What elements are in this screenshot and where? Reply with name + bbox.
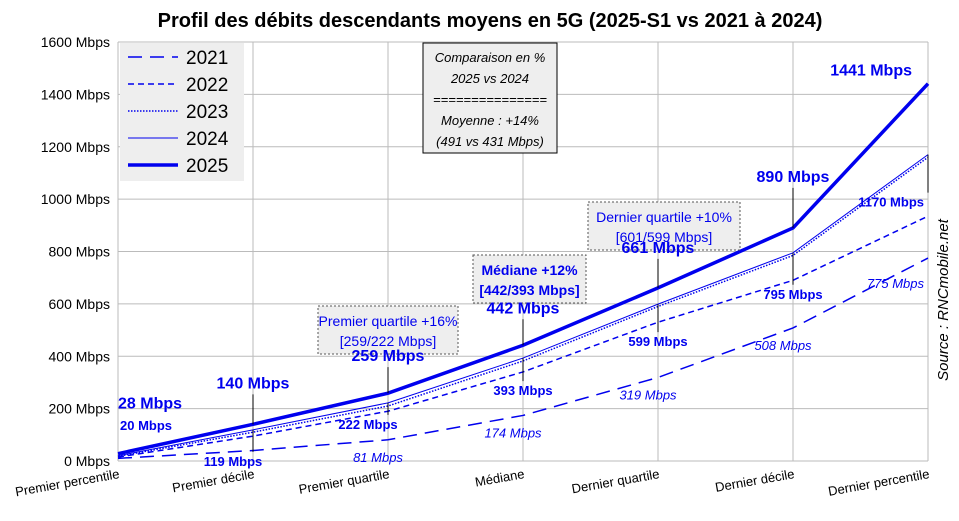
- label-2024: 795 Mbps: [763, 287, 822, 302]
- y-tick-label: 1400 Mbps: [41, 86, 110, 102]
- label-2024: 222 Mbps: [338, 417, 397, 432]
- legend: 2021 2022 2023 2024 2025: [120, 43, 244, 181]
- y-tick-label: 400 Mbps: [49, 348, 110, 364]
- x-tick-label: Premier décile: [171, 466, 255, 495]
- legend-label-2025: 2025: [186, 156, 228, 177]
- label-2025: 259 Mbps: [352, 348, 425, 365]
- label-2021: 319 Mbps: [619, 387, 677, 402]
- x-tick-label: Dernier percentile: [827, 466, 931, 499]
- x-tick-label: Premier quartile: [298, 466, 391, 497]
- comparison-text: 2025 vs 2024: [450, 71, 529, 86]
- y-tick-label: 1200 Mbps: [41, 139, 110, 155]
- annotation-frame: [472, 254, 587, 304]
- annotation-box: Médiane +12% [442/393 Mbps]: [472, 254, 587, 304]
- annotation-line2: [259/222 Mbps]: [340, 333, 437, 349]
- label-2024: 1170 Mbps: [858, 195, 924, 210]
- comparison-text: (491 vs 431 Mbps): [436, 134, 544, 149]
- annotation-line1: Premier quartile +16%: [319, 313, 458, 329]
- comparison-text: ===============: [433, 92, 547, 107]
- label-2024: 393 Mbps: [493, 383, 552, 398]
- label-2025: 140 Mbps: [217, 375, 290, 392]
- annotation-line2: [601/599 Mbps]: [616, 229, 713, 245]
- annotation-line1: Dernier quartile +10%: [596, 209, 732, 225]
- comparison-text: Moyenne : +14%: [441, 113, 539, 128]
- annotation-frame: [587, 201, 741, 251]
- comparison-text: Comparaison en %: [435, 50, 546, 65]
- legend-box: [120, 43, 244, 181]
- x-tick-label: Médiane: [474, 466, 526, 489]
- y-tick-label: 1000 Mbps: [41, 191, 110, 207]
- legend-label-2022: 2022: [186, 75, 228, 96]
- annotation-line1: Médiane +12%: [481, 262, 578, 278]
- y-tick-label: 200 Mbps: [49, 401, 110, 417]
- label-2025: 661 Mbps: [622, 240, 695, 257]
- chart-title: Profil des débits descendants moyens en …: [158, 10, 823, 32]
- label-2024: 20 Mbps: [120, 418, 172, 433]
- x-tick-label: Dernier décile: [714, 466, 796, 495]
- annotation-line2: [442/393 Mbps]: [479, 282, 579, 298]
- legend-label-2024: 2024: [186, 129, 229, 150]
- legend-label-2021: 2021: [186, 48, 228, 69]
- y-tick-label: 1600 Mbps: [41, 34, 110, 50]
- label-2024: 599 Mbps: [628, 334, 687, 349]
- label-2021: 81 Mbps: [353, 450, 403, 465]
- y-tick-label: 0 Mbps: [64, 453, 110, 469]
- comparison-box-frame: [422, 42, 558, 154]
- label-2025: 442 Mbps: [487, 300, 560, 317]
- x-tick-label: Premier percentile: [14, 466, 121, 499]
- x-tick-label: Dernier quartile: [570, 466, 660, 496]
- legend-label-2023: 2023: [186, 102, 228, 123]
- comparison-box: Comparaison en % 2025 vs 2024 ============…: [422, 42, 558, 154]
- annotation-box: Dernier quartile +10% [601/599 Mbps]: [587, 201, 741, 251]
- label-2021: 775 Mbps: [867, 276, 925, 291]
- label-2025: 28 Mbps: [118, 396, 182, 413]
- label-2025: 890 Mbps: [757, 169, 830, 186]
- source-label: Source : RNCmobile.net: [935, 218, 952, 381]
- label-2021: 174 Mbps: [484, 425, 542, 440]
- label-2025: 1441 Mbps: [830, 63, 912, 80]
- label-2021: 508 Mbps: [754, 338, 812, 353]
- annotation-frame: [317, 305, 459, 355]
- annotation-box: Premier quartile +16% [259/222 Mbps]: [317, 305, 459, 355]
- y-tick-label: 800 Mbps: [49, 244, 110, 260]
- y-tick-label: 600 Mbps: [49, 296, 110, 312]
- label-2024: 119 Mbps: [204, 454, 263, 469]
